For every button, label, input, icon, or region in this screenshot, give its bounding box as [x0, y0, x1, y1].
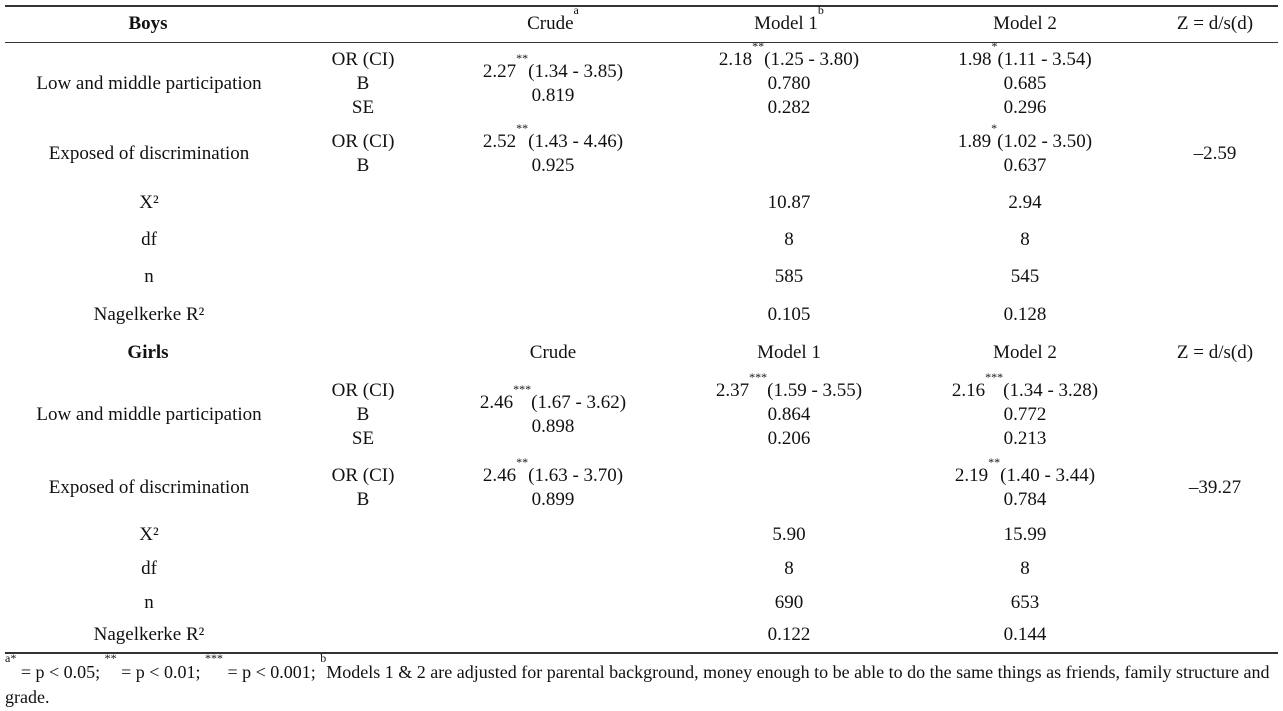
model1-or-ci: 2.37***(1.59 - 3.55): [715, 370, 863, 401]
model2-b: 0.685: [1003, 73, 1047, 94]
row-label: X²: [139, 192, 159, 213]
row-label: X²: [139, 524, 159, 545]
model2-n: 545: [1010, 266, 1040, 287]
stat-label: B: [356, 404, 370, 425]
model1-b: 0.864: [767, 404, 811, 425]
stat-label: OR (CI): [331, 49, 395, 70]
row-label: df: [141, 229, 157, 250]
stat-label: OR (CI): [331, 465, 395, 486]
stat-label: OR (CI): [331, 380, 395, 401]
model2-df: 8: [1020, 558, 1030, 579]
crude-b: 0.899: [531, 489, 575, 510]
model1-x2: 5.90: [772, 524, 806, 545]
row-label: n: [144, 266, 154, 287]
model2-or-ci: 1.98*(1.11 - 3.54): [958, 39, 1092, 70]
z-value: –2.59: [1193, 143, 1237, 164]
stat-label: B: [356, 73, 370, 94]
model2-or-ci: 2.19**(1.40 - 3.44): [954, 455, 1096, 486]
row-label: Nagelkerke R²: [93, 624, 205, 645]
row-label: n: [144, 592, 154, 613]
crude-b: 0.819: [531, 85, 575, 106]
model2-b: 0.784: [1003, 489, 1047, 510]
crude-or-ci: 2.27**(1.34 - 3.85): [482, 51, 624, 82]
model2-b: 0.637: [1003, 155, 1047, 176]
header-rule: [5, 42, 1278, 43]
model2-r2: 0.144: [1003, 624, 1047, 645]
crude-or-ci: 2.46**(1.63 - 3.70): [482, 455, 624, 486]
girls-crude-header: Crude: [529, 342, 577, 363]
stat-label: SE: [351, 97, 375, 118]
row-label: Low and middle participation: [36, 73, 262, 94]
stat-label: OR (CI): [331, 131, 395, 152]
boys-model2-header: Model 2: [993, 13, 1057, 34]
model1-or-ci: 2.18**(1.25 - 3.80): [718, 39, 860, 70]
model2-b: 0.772: [1003, 404, 1047, 425]
model1-df: 8: [784, 229, 794, 250]
boys-heading: Boys: [128, 13, 168, 34]
girls-heading: Girls: [127, 342, 169, 363]
boys-z-header: Z = d/s(d): [1176, 13, 1254, 34]
stat-label: B: [356, 155, 370, 176]
row-label: Nagelkerke R²: [93, 304, 205, 325]
model2-df: 8: [1020, 229, 1030, 250]
model2-x2: 15.99: [1003, 524, 1047, 545]
model1-df: 8: [784, 558, 794, 579]
model1-n: 690: [774, 592, 804, 613]
girls-model1-header: Model 1: [757, 342, 821, 363]
model1-x2: 10.87: [767, 192, 811, 213]
bottom-rule: [5, 652, 1278, 654]
model1-r2: 0.122: [767, 624, 811, 645]
model2-or-ci: 2.16***(1.34 - 3.28): [951, 370, 1099, 401]
row-label: Low and middle participation: [36, 404, 262, 425]
model1-se: 0.282: [767, 97, 811, 118]
model2-se: 0.296: [1003, 97, 1047, 118]
model2-r2: 0.128: [1003, 304, 1047, 325]
girls-model2-header: Model 2: [993, 342, 1057, 363]
row-label: Exposed of discrimination: [48, 143, 250, 164]
girls-z-header: Z = d/s(d): [1176, 342, 1254, 363]
stat-label: B: [356, 489, 370, 510]
model2-x2: 2.94: [1008, 192, 1042, 213]
z-value: –39.27: [1188, 477, 1242, 498]
top-rule: [5, 5, 1278, 7]
crude-b: 0.925: [531, 155, 575, 176]
row-label: Exposed of discrimination: [48, 477, 250, 498]
model2-se: 0.213: [1003, 428, 1047, 449]
boys-model1-header: Model 1b: [754, 3, 824, 34]
model1-b: 0.780: [767, 73, 811, 94]
model1-se: 0.206: [767, 428, 811, 449]
crude-b: 0.898: [531, 416, 575, 437]
boys-crude-header: Crudea: [527, 3, 579, 34]
model1-r2: 0.105: [767, 304, 811, 325]
table-footnote: a* = p < 0.05; ** = p < 0.01; *** = p < …: [5, 651, 1270, 707]
model2-n: 653: [1010, 592, 1040, 613]
model2-or-ci: 1.89*(1.02 - 3.50): [957, 121, 1093, 152]
model1-n: 585: [774, 266, 804, 287]
stat-label: SE: [351, 428, 375, 449]
crude-or-ci: 2.46***(1.67 - 3.62): [479, 382, 627, 413]
row-label: df: [141, 558, 157, 579]
crude-or-ci: 2.52**(1.43 - 4.46): [482, 121, 624, 152]
